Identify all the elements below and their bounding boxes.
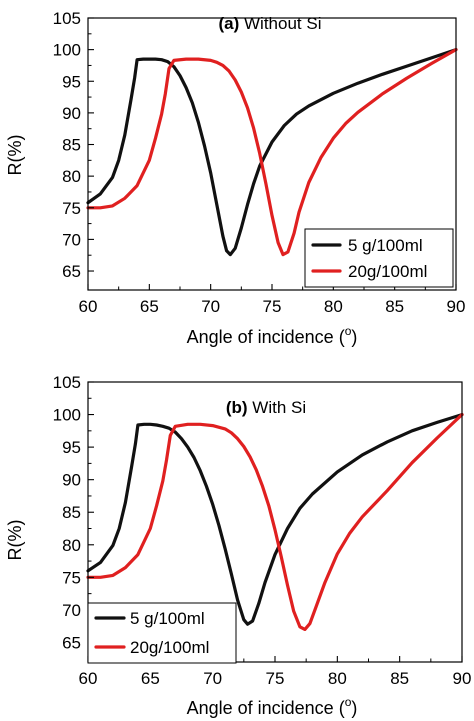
panel-b-ytick-label-80: 80 xyxy=(62,536,81,555)
panel-b-ytick-label-95: 95 xyxy=(62,438,81,457)
panel-a-y-axis-label: R(%) xyxy=(5,135,25,176)
panel-a-axes-layer: 60 65 70 75 80 85 90 65 70 75 80 85 90 95 100 105 xyxy=(53,9,466,316)
panel-b-xtick-label-85: 85 xyxy=(390,669,409,688)
panel-a-xtick-label-70: 70 xyxy=(201,297,220,316)
panel-a-ytick-label-85: 85 xyxy=(62,136,81,155)
panel-b-legend: 5 g/100ml 20g/100ml xyxy=(87,602,237,664)
panel-b-xtick-label-70: 70 xyxy=(203,669,222,688)
panel-a-series-line-2 xyxy=(86,48,458,257)
panel-b-ytick-label-85: 85 xyxy=(62,503,81,522)
panel-a-legend-box xyxy=(304,228,454,288)
panel-a-x-axis-label-main: Angle of incidence ( xyxy=(187,327,345,347)
panel-a-xtick-label-80: 80 xyxy=(324,297,343,316)
panel-a-x-axis-label-end: ) xyxy=(351,327,357,347)
panel-b-x-axis-label-end: ) xyxy=(351,698,357,718)
panel-a-title-letter: (a) xyxy=(219,14,240,33)
panel-b-legend-label-1: 5 g/100ml xyxy=(130,609,205,628)
panel-b-series-line-2 xyxy=(86,413,464,631)
panel-b-axes-layer: 60 65 70 75 80 85 90 65 70 75 80 85 90 95 100 105 xyxy=(53,373,472,688)
panel-b-xtick-label-80: 80 xyxy=(328,669,347,688)
chart-panel-a: (a) Without Si 60 65 70 75 80 85 90 65 70 75 80 85 9… xyxy=(5,9,465,347)
panel-a-legend: 5 g/100ml 20g/100ml xyxy=(304,228,454,288)
panel-a-series-layer xyxy=(86,48,458,257)
panel-b-title: (b) With Si xyxy=(226,398,306,417)
panel-a-legend-label-1: 5 g/100ml xyxy=(348,236,423,255)
panel-a-ytick-label-95: 95 xyxy=(62,72,81,91)
panel-a-ytick-label-105: 105 xyxy=(53,9,81,28)
panel-a-xtick-label-75: 75 xyxy=(263,297,282,316)
panel-a-x-axis-label-sup: o xyxy=(345,324,352,338)
panel-b-title-text: With Si xyxy=(252,398,306,417)
panel-b-series-line-1 xyxy=(86,413,464,626)
panel-a-title-text: Without Si xyxy=(244,14,321,33)
chart-panel-b: (b) With Si 60 65 70 75 80 85 90 65 70 75 80 85 90 95… xyxy=(5,373,471,718)
panel-a-xtick-label-85: 85 xyxy=(385,297,404,316)
panel-b-ytick-label-75: 75 xyxy=(62,568,81,587)
panel-b-ytick-label-70: 70 xyxy=(62,601,81,620)
panel-b-legend-label-2: 20g/100ml xyxy=(130,638,209,657)
panel-b-x-axis-label-main: Angle of incidence ( xyxy=(187,698,345,718)
panel-b-ytick-label-100: 100 xyxy=(53,406,81,425)
panel-b-xtick-label-75: 75 xyxy=(266,669,285,688)
panel-a-ytick-label-90: 90 xyxy=(62,104,81,123)
panel-a-xtick-label-65: 65 xyxy=(140,297,159,316)
panel-b-xtick-label-60: 60 xyxy=(79,669,98,688)
panel-a-legend-label-2: 20g/100ml xyxy=(348,262,427,281)
panel-b-xtick-label-90: 90 xyxy=(453,669,472,688)
panel-a-ytick-label-100: 100 xyxy=(53,41,81,60)
panel-b-ytick-label-90: 90 xyxy=(62,471,81,490)
panel-a-ytick-label-75: 75 xyxy=(62,199,81,218)
panel-b-ytick-label-65: 65 xyxy=(62,633,81,652)
panel-a-ytick-label-80: 80 xyxy=(62,167,81,186)
panel-b-ytick-label-105: 105 xyxy=(53,373,81,392)
panel-b-xtick-label-65: 65 xyxy=(141,669,160,688)
panel-a-x-axis-label: Angle of incidence (o) xyxy=(187,324,358,347)
panel-b-legend-box xyxy=(87,602,237,664)
panel-b-x-axis-label-sup: o xyxy=(345,695,352,709)
panel-b-y-axis-label: R(%) xyxy=(5,520,25,561)
panel-b-title-letter: (b) xyxy=(226,398,248,417)
panel-a-series-line-1 xyxy=(86,48,458,257)
panel-a-ytick-label-70: 70 xyxy=(62,230,81,249)
panel-b-series-layer xyxy=(86,413,464,631)
panel-a-xtick-label-90: 90 xyxy=(447,297,466,316)
panel-a-ytick-label-65: 65 xyxy=(62,262,81,281)
panel-a-xtick-label-60: 60 xyxy=(79,297,98,316)
panel-b-x-axis-label: Angle of incidence (o) xyxy=(187,695,358,718)
panel-a-title: (a) Without Si xyxy=(219,14,322,33)
